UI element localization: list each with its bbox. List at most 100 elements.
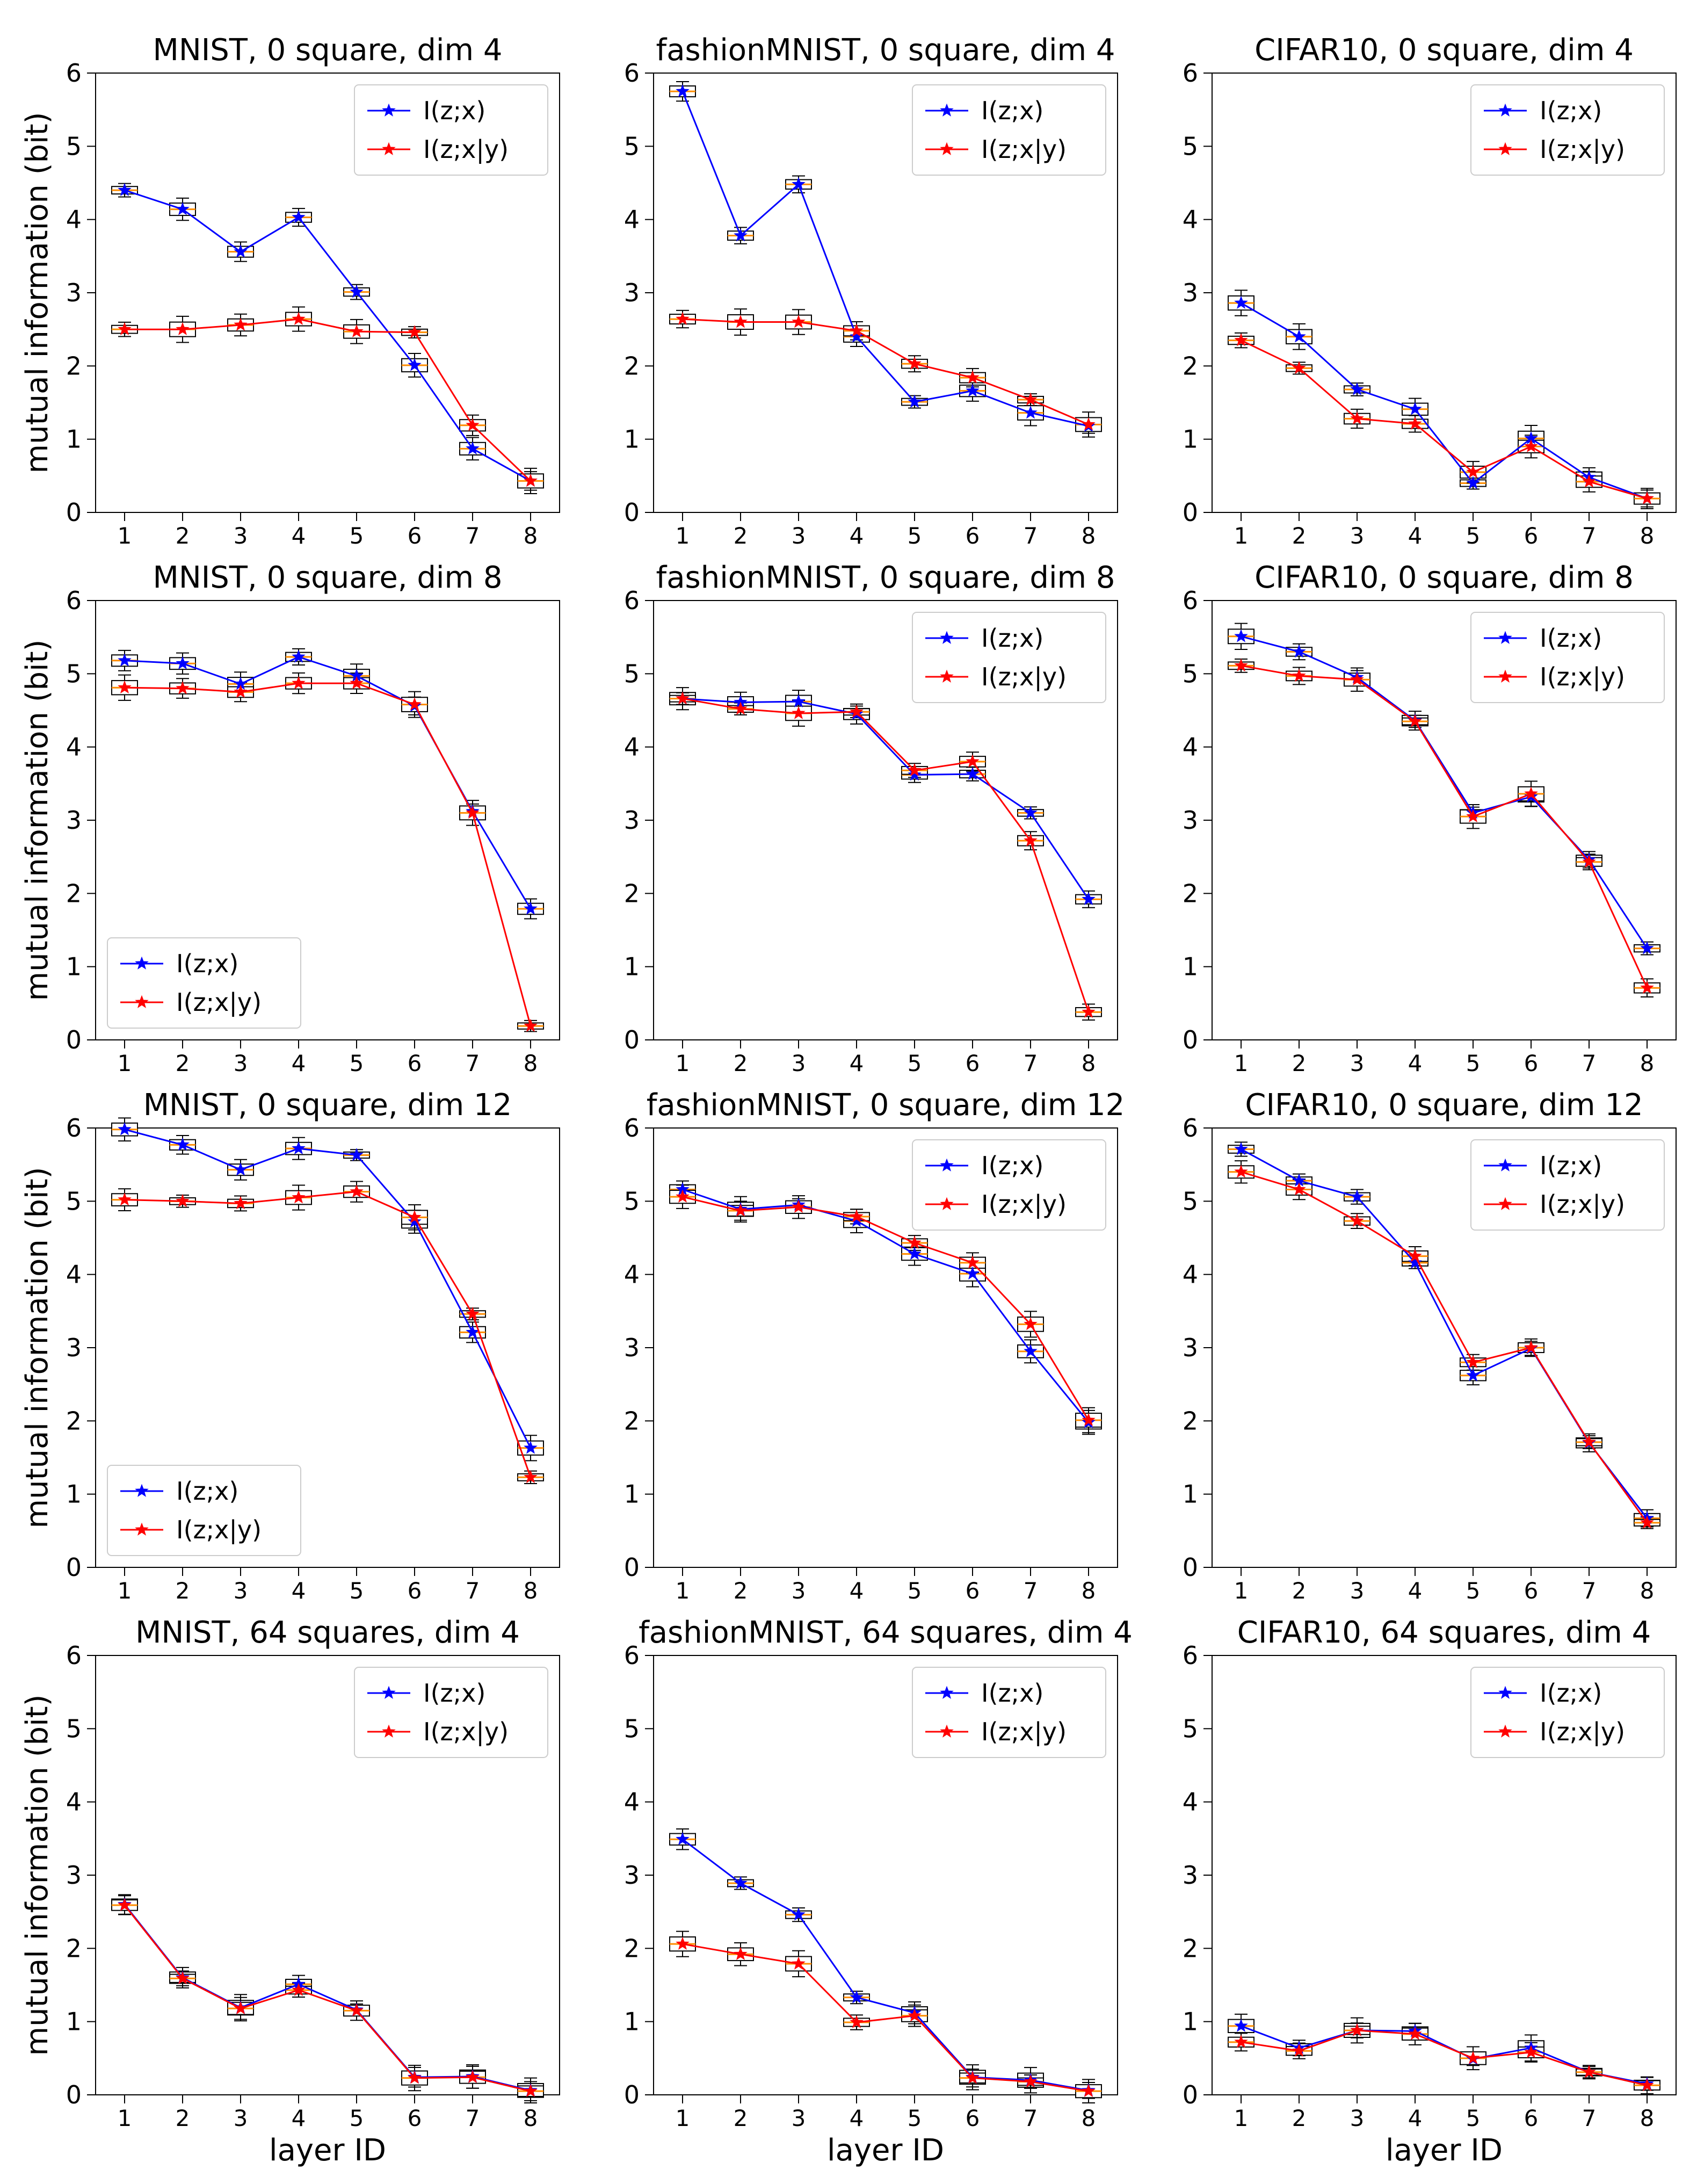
x-tick-label: 3 xyxy=(234,1050,248,1076)
x-tick-label: 5 xyxy=(1466,2105,1481,2131)
legend-label: I(z;x|y) xyxy=(1540,662,1625,692)
x-tick-label: 1 xyxy=(1234,1578,1249,1604)
x-tick-label: 6 xyxy=(966,2105,980,2131)
x-tick-label: 1 xyxy=(118,1050,132,1076)
x-tick-label: 8 xyxy=(1082,523,1096,549)
data-point xyxy=(850,704,864,718)
data-point xyxy=(792,706,806,719)
y-tick-label: 2 xyxy=(624,879,640,908)
y-tick-label: 3 xyxy=(1183,1333,1198,1362)
y-tick-label: 2 xyxy=(66,1406,82,1435)
x-tick-label: 1 xyxy=(1234,1050,1249,1076)
data-point xyxy=(908,356,922,370)
data-point xyxy=(524,1018,538,1032)
data-point xyxy=(176,202,190,215)
legend-frame xyxy=(912,612,1106,703)
data-point xyxy=(1466,2051,1480,2064)
y-tick-label: 6 xyxy=(66,586,82,615)
x-tick-label: 4 xyxy=(1408,1578,1423,1604)
subplot-title: fashionMNIST, 0 square, dim 8 xyxy=(656,560,1115,595)
data-point xyxy=(966,1255,980,1269)
data-point xyxy=(118,1122,132,1136)
data-point xyxy=(1408,2027,1422,2040)
y-tick-label: 5 xyxy=(1183,132,1198,161)
legend-frame xyxy=(1470,1667,1665,1758)
x-axis-label: layer ID xyxy=(827,2133,944,2168)
x-tick-label: 1 xyxy=(118,523,132,549)
y-tick-label: 2 xyxy=(66,1934,82,1963)
data-point xyxy=(1024,1344,1038,1357)
legend-label: I(z;x) xyxy=(1540,1151,1602,1180)
y-tick-label: 0 xyxy=(624,1553,640,1582)
x-tick-label: 4 xyxy=(850,1050,864,1076)
x-tick-label: 2 xyxy=(1292,2105,1307,2131)
subplot-6: CIFAR10, 0 square, dim 8 0 1 2 3 4 5 6 1 2 3 4 5 6 7 8 I… xyxy=(1183,560,1677,1076)
legend-marker xyxy=(1498,1197,1512,1210)
y-tick-label: 2 xyxy=(66,879,82,908)
legend: I(z;x) I(z;x|y) xyxy=(912,612,1106,703)
legend-marker xyxy=(135,995,149,1008)
y-tick-label: 3 xyxy=(66,278,82,307)
data-point xyxy=(292,312,306,325)
x-tick-label: 8 xyxy=(1640,2105,1655,2131)
x-tick-label: 4 xyxy=(1408,523,1423,549)
legend-marker xyxy=(382,1686,396,1699)
series-line-2 xyxy=(682,318,1089,425)
x-tick-label: 3 xyxy=(792,1050,806,1076)
y-tick-label: 4 xyxy=(1183,1788,1198,1817)
series-line-1 xyxy=(1241,302,1648,500)
y-tick-label: 1 xyxy=(1183,425,1198,454)
legend-frame xyxy=(912,84,1106,176)
legend-label: I(z;x) xyxy=(423,1679,485,1708)
y-tick-label: 1 xyxy=(66,2007,82,2036)
legend-label: I(z;x) xyxy=(176,1477,238,1506)
data-point xyxy=(524,473,538,487)
data-point xyxy=(1350,2023,1364,2036)
x-tick-label: 5 xyxy=(350,523,364,549)
data-point xyxy=(792,1956,806,1970)
x-tick-label: 2 xyxy=(1292,523,1307,549)
x-tick-label: 5 xyxy=(1466,1578,1481,1604)
x-tick-label: 2 xyxy=(1292,1578,1307,1604)
data-point xyxy=(908,1235,922,1249)
subplot-3: CIFAR10, 0 square, dim 4 0 1 2 3 4 5 6 1 2 3 4 5 6 7 8 I… xyxy=(1183,33,1677,549)
data-point xyxy=(1350,1213,1364,1227)
x-tick-label: 7 xyxy=(1024,1578,1038,1604)
data-point xyxy=(118,1898,132,1911)
y-tick-label: 0 xyxy=(1183,2080,1198,2109)
series-line-2 xyxy=(1241,664,1648,988)
y-tick-label: 1 xyxy=(1183,952,1198,981)
subplot-10: MNIST, 64 squares, dim 4 0 1 2 3 4 5 6 1 2 3 4 5 6 7 8 I… xyxy=(20,1615,560,2168)
y-tick-label: 5 xyxy=(624,132,640,161)
data-point xyxy=(1408,402,1422,415)
y-tick-label: 0 xyxy=(66,1553,82,1582)
x-tick-label: 6 xyxy=(966,1050,980,1076)
y-tick-label: 5 xyxy=(1183,659,1198,688)
y-tick-label: 0 xyxy=(1183,498,1198,527)
y-tick-label: 6 xyxy=(624,1641,640,1670)
subplot-title: fashionMNIST, 0 square, dim 12 xyxy=(647,1088,1125,1123)
legend-marker xyxy=(1498,1724,1512,1738)
legend: I(z;x) I(z;x|y) xyxy=(1470,84,1665,176)
x-tick-label: 7 xyxy=(466,1050,480,1076)
x-tick-label: 5 xyxy=(1466,523,1481,549)
data-point xyxy=(908,768,922,781)
y-tick-label: 3 xyxy=(624,806,640,835)
data-point xyxy=(292,649,306,663)
x-tick-label: 8 xyxy=(1640,1578,1655,1604)
data-point xyxy=(1466,809,1480,823)
y-tick-label: 0 xyxy=(66,2080,82,2109)
data-point xyxy=(1582,2065,1596,2078)
x-axis-label: layer ID xyxy=(1386,2133,1503,2168)
legend-marker xyxy=(1498,1158,1512,1171)
x-tick-label: 1 xyxy=(118,1578,132,1604)
legend-marker xyxy=(1498,142,1512,155)
x-tick-label: 2 xyxy=(734,1578,748,1604)
data-point xyxy=(1024,392,1038,406)
x-tick-label: 7 xyxy=(1582,1050,1597,1076)
data-point xyxy=(292,1190,306,1204)
legend: I(z;x) I(z;x|y) xyxy=(107,937,301,1029)
data-point xyxy=(1234,2019,1248,2032)
data-point xyxy=(792,177,806,191)
data-point xyxy=(176,681,190,695)
